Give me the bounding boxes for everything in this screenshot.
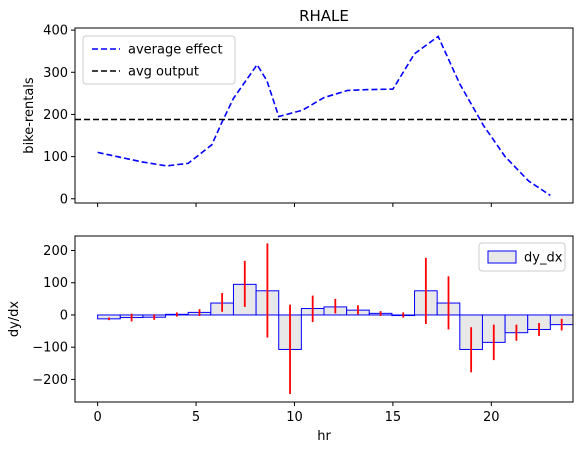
legend-label-avg-output: avg output [128, 65, 199, 80]
y-tick-label: 100 [43, 276, 68, 291]
top-series [75, 35, 573, 197]
y-tick-label: 0 [60, 308, 68, 323]
y-tick-label: −100 [32, 341, 68, 356]
x-tick-label: 5 [192, 410, 200, 425]
x-tick-label: 15 [385, 410, 402, 425]
series-line-average-effect [97, 35, 551, 197]
top-x-ticks [97, 203, 492, 207]
legend-box [82, 35, 236, 85]
y-tick-label: 200 [43, 244, 68, 259]
bottom-y-axis-label: dy/dx [7, 301, 22, 338]
y-tick-label: 200 [43, 108, 68, 123]
y-tick-label: 0 [60, 192, 68, 207]
top-y-ticks: 0 100 200 300 400 [43, 24, 75, 207]
y-tick-label: 400 [43, 24, 68, 39]
bottom-x-axis-label: hr [317, 429, 331, 444]
y-tick-label: −200 [32, 373, 68, 388]
legend-label-dy-dx: dy_dx [524, 251, 563, 266]
top-plot-frame [74, 27, 574, 204]
top-subplot: RHALE bike-rentals 0 100 200 300 400 average… [22, 7, 574, 207]
y-tick-label: 100 [43, 150, 68, 165]
bottom-plot-frame [74, 235, 574, 403]
x-tick-label: 0 [93, 410, 101, 425]
bottom-bars [97, 283, 574, 350]
bottom-error-bars [108, 243, 563, 394]
y-tick-label: 300 [43, 66, 68, 81]
bottom-y-ticks: −200 −100 0 100 200 [32, 244, 75, 388]
bottom-subplot: dy/dx hr −200 −100 0 100 200 0 5 10 15 20 dy_dx [7, 235, 574, 444]
x-tick-label: 20 [483, 410, 500, 425]
x-tick-label: 10 [286, 410, 303, 425]
legend-box [478, 242, 566, 272]
top-legend: average effect avg output [82, 35, 236, 85]
chart-title: RHALE [299, 7, 349, 25]
legend-swatch-dy-dx [487, 250, 517, 264]
legend-label-average-effect: average effect [128, 43, 223, 58]
bottom-x-ticks: 0 5 10 15 20 [93, 402, 500, 425]
bottom-legend: dy_dx [478, 242, 566, 272]
top-y-axis-label: bike-rentals [22, 77, 37, 154]
